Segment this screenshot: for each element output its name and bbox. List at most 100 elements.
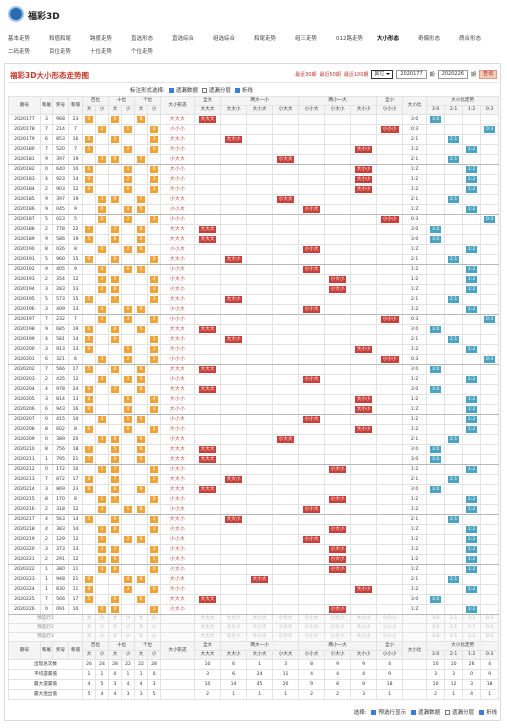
form-cell bbox=[194, 174, 222, 185]
ratio-cell: 3:0 bbox=[426, 594, 446, 605]
form: 小小小 bbox=[160, 124, 196, 135]
ratio-cell: 2:1 bbox=[444, 294, 464, 305]
checkbox[interactable] bbox=[371, 710, 377, 715]
ratio: 3:0 bbox=[402, 384, 428, 395]
from-input[interactable]: 2020177 bbox=[396, 70, 427, 79]
stats-value: 28 bbox=[108, 659, 123, 670]
nav-tab[interactable]: 大小形态 bbox=[377, 36, 400, 42]
ratio-cell bbox=[426, 494, 446, 505]
recent-link[interactable]: 最近100期 bbox=[343, 72, 369, 78]
form-cell bbox=[376, 504, 404, 515]
sum-tail: 9 bbox=[40, 154, 53, 165]
nav-tab[interactable]: 组选综合 bbox=[213, 36, 236, 42]
draw-number: 566 bbox=[52, 364, 69, 375]
nav-tab[interactable]: 直选综合 bbox=[172, 36, 195, 42]
nav-tab[interactable]: 奇偶形态 bbox=[418, 36, 441, 42]
form-cell bbox=[376, 564, 404, 575]
period-select[interactable]: 其它 bbox=[371, 70, 394, 79]
checkbox[interactable] bbox=[478, 710, 484, 715]
ratio: 1:2 bbox=[402, 184, 428, 195]
digit-cell bbox=[94, 334, 110, 345]
checkbox[interactable] bbox=[201, 88, 207, 93]
sum-tail: 3 bbox=[40, 284, 53, 295]
preselect-label: 预选行3 bbox=[8, 632, 83, 642]
preselect-cell bbox=[160, 623, 196, 633]
option[interactable]: 遗漏分层 bbox=[201, 86, 231, 94]
option[interactable]: 遗漏分层 bbox=[444, 708, 474, 716]
checkbox[interactable] bbox=[410, 710, 416, 715]
ratio-cell bbox=[462, 444, 482, 455]
header-cell: 奖号 bbox=[52, 641, 69, 660]
header-cell: 十位 bbox=[108, 641, 136, 651]
recent-link[interactable]: 最近30期 bbox=[295, 72, 317, 78]
sum: 7 bbox=[68, 144, 83, 155]
nav-tab[interactable]: 百位走势 bbox=[49, 49, 72, 55]
ratio-cell: 1:2 bbox=[462, 554, 482, 565]
option[interactable]: 遗漏数据 bbox=[168, 86, 198, 94]
nav-tab[interactable]: 十位走势 bbox=[90, 49, 113, 55]
sum-tail: 4 bbox=[40, 174, 53, 185]
nav-tab[interactable]: 012路走势 bbox=[336, 36, 363, 42]
digit-cell: 4 bbox=[94, 304, 110, 315]
form-cell bbox=[220, 114, 248, 125]
digit-cell: 1 bbox=[147, 334, 162, 345]
form-mark: 小小小 bbox=[380, 355, 399, 363]
preselect-cell: 大 bbox=[82, 632, 96, 642]
recent-link[interactable]: 最近50期 bbox=[319, 72, 341, 78]
ratio-mark: 2:1 bbox=[447, 335, 460, 343]
nav-tab[interactable]: 基本走势 bbox=[8, 36, 31, 42]
preselect-cell: 1:2 bbox=[462, 614, 482, 624]
digit-mark: 0 bbox=[124, 305, 133, 313]
option[interactable]: 折线 bbox=[478, 708, 497, 716]
digit-mark: 5 bbox=[85, 235, 93, 243]
data-row: 2020192 9 405 9 4 0 5 小小大 小小大 1:2 1:2 bbox=[8, 264, 500, 275]
digit-cell: 5 bbox=[82, 334, 96, 345]
checkbox[interactable] bbox=[168, 88, 174, 93]
digit-cell bbox=[147, 264, 162, 275]
digit-mark: 3 bbox=[150, 185, 159, 193]
option[interactable]: 预选行显示 bbox=[371, 708, 406, 716]
form-cell bbox=[246, 504, 274, 515]
ratio: 1:2 bbox=[402, 524, 428, 535]
ratio-mark: 1:2 bbox=[465, 175, 478, 183]
header-cell: 小 bbox=[94, 105, 110, 115]
digit-mark: 7 bbox=[85, 455, 93, 463]
nav-tab[interactable]: 个位走势 bbox=[131, 49, 154, 55]
ratio: 3:0 bbox=[402, 484, 428, 495]
ratio-mark: 3:0 bbox=[429, 445, 442, 453]
form-cell bbox=[324, 404, 352, 415]
option[interactable]: 折线 bbox=[234, 86, 253, 94]
checkbox[interactable] bbox=[444, 710, 450, 715]
nav-tab[interactable]: 二码走势 bbox=[8, 49, 31, 55]
ratio-cell bbox=[444, 374, 464, 385]
ratio-cell bbox=[462, 214, 482, 225]
stats-value: 4 bbox=[350, 669, 378, 680]
ratio: 1:2 bbox=[402, 544, 428, 555]
to-input[interactable]: 2020226 bbox=[437, 70, 468, 79]
digit-cell bbox=[134, 354, 149, 365]
form-cell bbox=[298, 164, 326, 175]
checkbox[interactable] bbox=[234, 88, 240, 93]
ratio-cell bbox=[462, 364, 482, 375]
digit-cell: 9 bbox=[82, 184, 96, 195]
nav-tab[interactable]: 和尾走势 bbox=[254, 36, 277, 42]
ratio: 2:1 bbox=[402, 254, 428, 265]
form-cell: 小小大 bbox=[298, 374, 326, 385]
sum: 17 bbox=[68, 594, 83, 605]
digit-cell bbox=[134, 254, 149, 265]
option[interactable]: 遗漏数据 bbox=[410, 708, 440, 716]
query-button[interactable]: 查询 bbox=[478, 70, 497, 79]
preselect-cell: 0:3 bbox=[480, 632, 500, 642]
form-mark: 大小小 bbox=[354, 395, 373, 403]
nav-tab[interactable]: 和值和尾 bbox=[49, 36, 72, 42]
nav-tab[interactable]: 跨度走势 bbox=[90, 36, 113, 42]
ratio: 3:0 bbox=[402, 594, 428, 605]
draw-number: 943 bbox=[52, 404, 69, 415]
nav-tab[interactable]: 组三走势 bbox=[295, 36, 318, 42]
form: 大大大 bbox=[160, 324, 196, 335]
nav-tab[interactable]: 质合形态 bbox=[459, 36, 482, 42]
form-mark: 小大小 bbox=[328, 465, 347, 473]
nav-tab[interactable]: 直选形态 bbox=[131, 36, 154, 42]
draw-number: 232 bbox=[52, 314, 69, 325]
form-cell bbox=[324, 134, 352, 145]
